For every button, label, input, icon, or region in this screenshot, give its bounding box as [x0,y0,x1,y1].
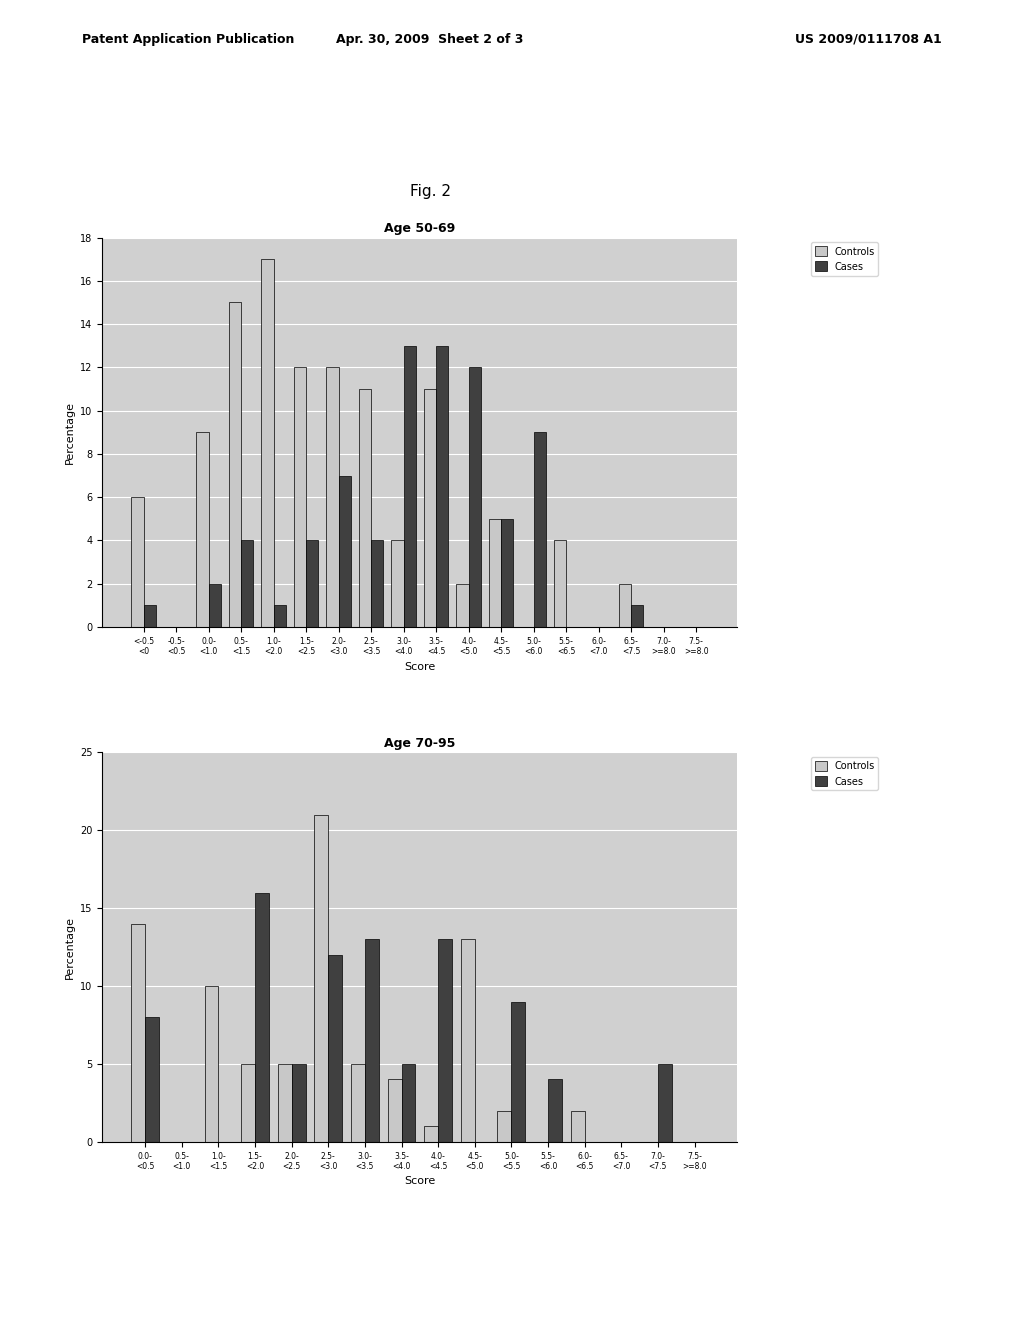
Bar [657,1064,672,1142]
Bar [401,1064,416,1142]
Bar [457,583,469,627]
Bar [554,540,566,627]
Legend: Controls, Cases: Controls, Cases [811,243,879,276]
Bar [534,433,546,627]
Bar [631,606,643,627]
Text: US 2009/0111708 A1: US 2009/0111708 A1 [796,33,942,46]
Bar [327,367,339,627]
Bar [371,540,383,627]
Bar [273,606,286,627]
Bar [358,389,371,627]
Bar [488,519,501,627]
Legend: Controls, Cases: Controls, Cases [811,758,879,791]
Bar [424,1126,438,1142]
Bar [197,433,209,627]
Bar [501,519,513,627]
Bar [391,540,403,627]
Bar [314,814,329,1142]
Bar [511,1002,525,1142]
Bar [498,1110,511,1142]
Bar [145,1018,159,1142]
X-axis label: Score: Score [404,661,435,672]
Bar [469,367,481,627]
Bar [143,606,156,627]
Bar [403,346,416,627]
Bar [131,498,143,627]
X-axis label: Score: Score [404,1176,435,1187]
Bar [306,540,318,627]
Text: Patent Application Publication: Patent Application Publication [82,33,294,46]
Bar [351,1064,365,1142]
Bar [241,540,254,627]
Bar [255,892,269,1142]
Text: Fig. 2: Fig. 2 [410,183,451,199]
Text: Apr. 30, 2009  Sheet 2 of 3: Apr. 30, 2009 Sheet 2 of 3 [337,33,523,46]
Bar [278,1064,292,1142]
Bar [292,1064,305,1142]
Bar [329,954,342,1142]
Bar [436,346,449,627]
Bar [365,940,379,1142]
Bar [438,940,452,1142]
Bar [241,1064,255,1142]
Y-axis label: Percentage: Percentage [65,401,75,463]
Bar [205,986,218,1142]
Bar [131,924,145,1142]
Bar [294,367,306,627]
Bar [261,259,273,627]
Bar [548,1080,562,1142]
Bar [209,583,221,627]
Bar [228,302,241,627]
Title: Age 70-95: Age 70-95 [384,737,456,750]
Bar [339,475,351,627]
Title: Age 50-69: Age 50-69 [384,222,456,235]
Bar [618,583,631,627]
Bar [424,389,436,627]
Y-axis label: Percentage: Percentage [65,916,75,978]
Bar [461,940,475,1142]
Bar [388,1080,401,1142]
Bar [570,1110,585,1142]
